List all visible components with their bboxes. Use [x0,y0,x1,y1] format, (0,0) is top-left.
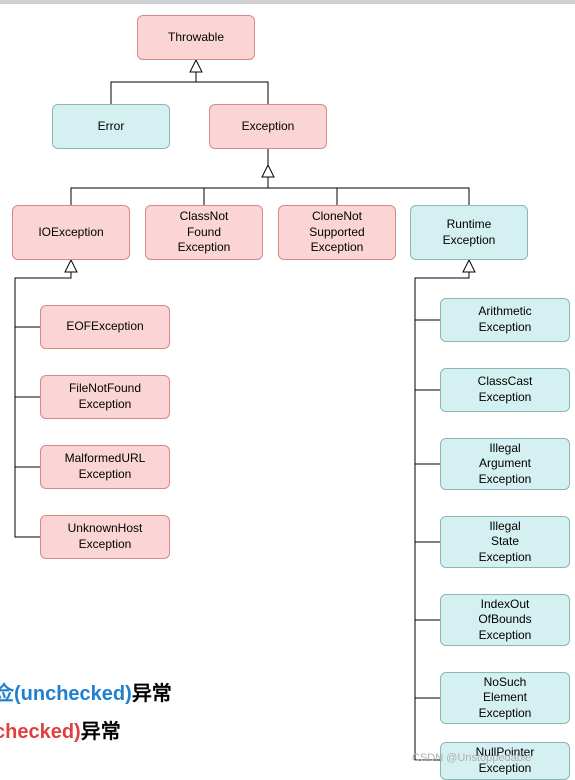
node-label: Illegal Argument Exception [479,441,532,488]
node-label: FileNotFound Exception [69,381,141,412]
node-uhost: UnknownHost Exception [40,515,170,559]
node-label: ClassNot Found Exception [178,209,231,256]
node-label: IOException [38,225,103,241]
node-label: Throwable [168,30,224,46]
node-label: ClassCast Exception [478,374,533,405]
legend-checked-en: checked) [0,721,81,743]
watermark-text: CSDN @Unstoppedable [412,752,531,764]
node-idxoob: IndexOut OfBounds Exception [440,594,570,646]
node-ccast: ClassCast Exception [440,368,570,412]
node-label: MalformedURL Exception [65,451,146,482]
legend-checked: checked)异常 [0,715,121,744]
watermark: CSDN @Unstoppedable [412,752,531,764]
node-exception: Exception [209,104,327,149]
node-label: Illegal State Exception [479,519,532,566]
node-ioexception: IOException [12,205,130,260]
node-label: Exception [242,119,295,135]
node-throwable: Throwable [137,15,255,60]
node-nosuch: NoSuch Element Exception [440,672,570,724]
legend-unchecked-en: (unchecked) [14,683,132,705]
legend-checked-cn: 异常 [81,721,121,743]
node-label: NoSuch Element Exception [479,675,532,722]
node-label: Error [98,119,125,135]
legend-unchecked: 佥(unchecked)异常 [0,677,172,706]
node-arith: Arithmetic Exception [440,298,570,342]
node-label: UnknownHost Exception [68,521,143,552]
top-bar [0,0,575,4]
node-label: EOFException [66,319,143,335]
node-label: IndexOut OfBounds Exception [478,597,531,644]
legend-unchecked-cn: 异常 [132,683,172,705]
node-illstate: Illegal State Exception [440,516,570,568]
node-illarg: Illegal Argument Exception [440,438,570,490]
node-error: Error [52,104,170,149]
node-label: Runtime Exception [443,217,496,248]
node-classnotfound: ClassNot Found Exception [145,205,263,260]
node-runtime: Runtime Exception [410,205,528,260]
node-eof: EOFException [40,305,170,349]
node-fnf: FileNotFound Exception [40,375,170,419]
node-label: Arithmetic Exception [478,304,531,335]
legend-prefix: 佥 [0,683,14,705]
node-murl: MalformedURL Exception [40,445,170,489]
node-clonenotsupp: CloneNot Supported Exception [278,205,396,260]
node-label: CloneNot Supported Exception [309,209,364,256]
